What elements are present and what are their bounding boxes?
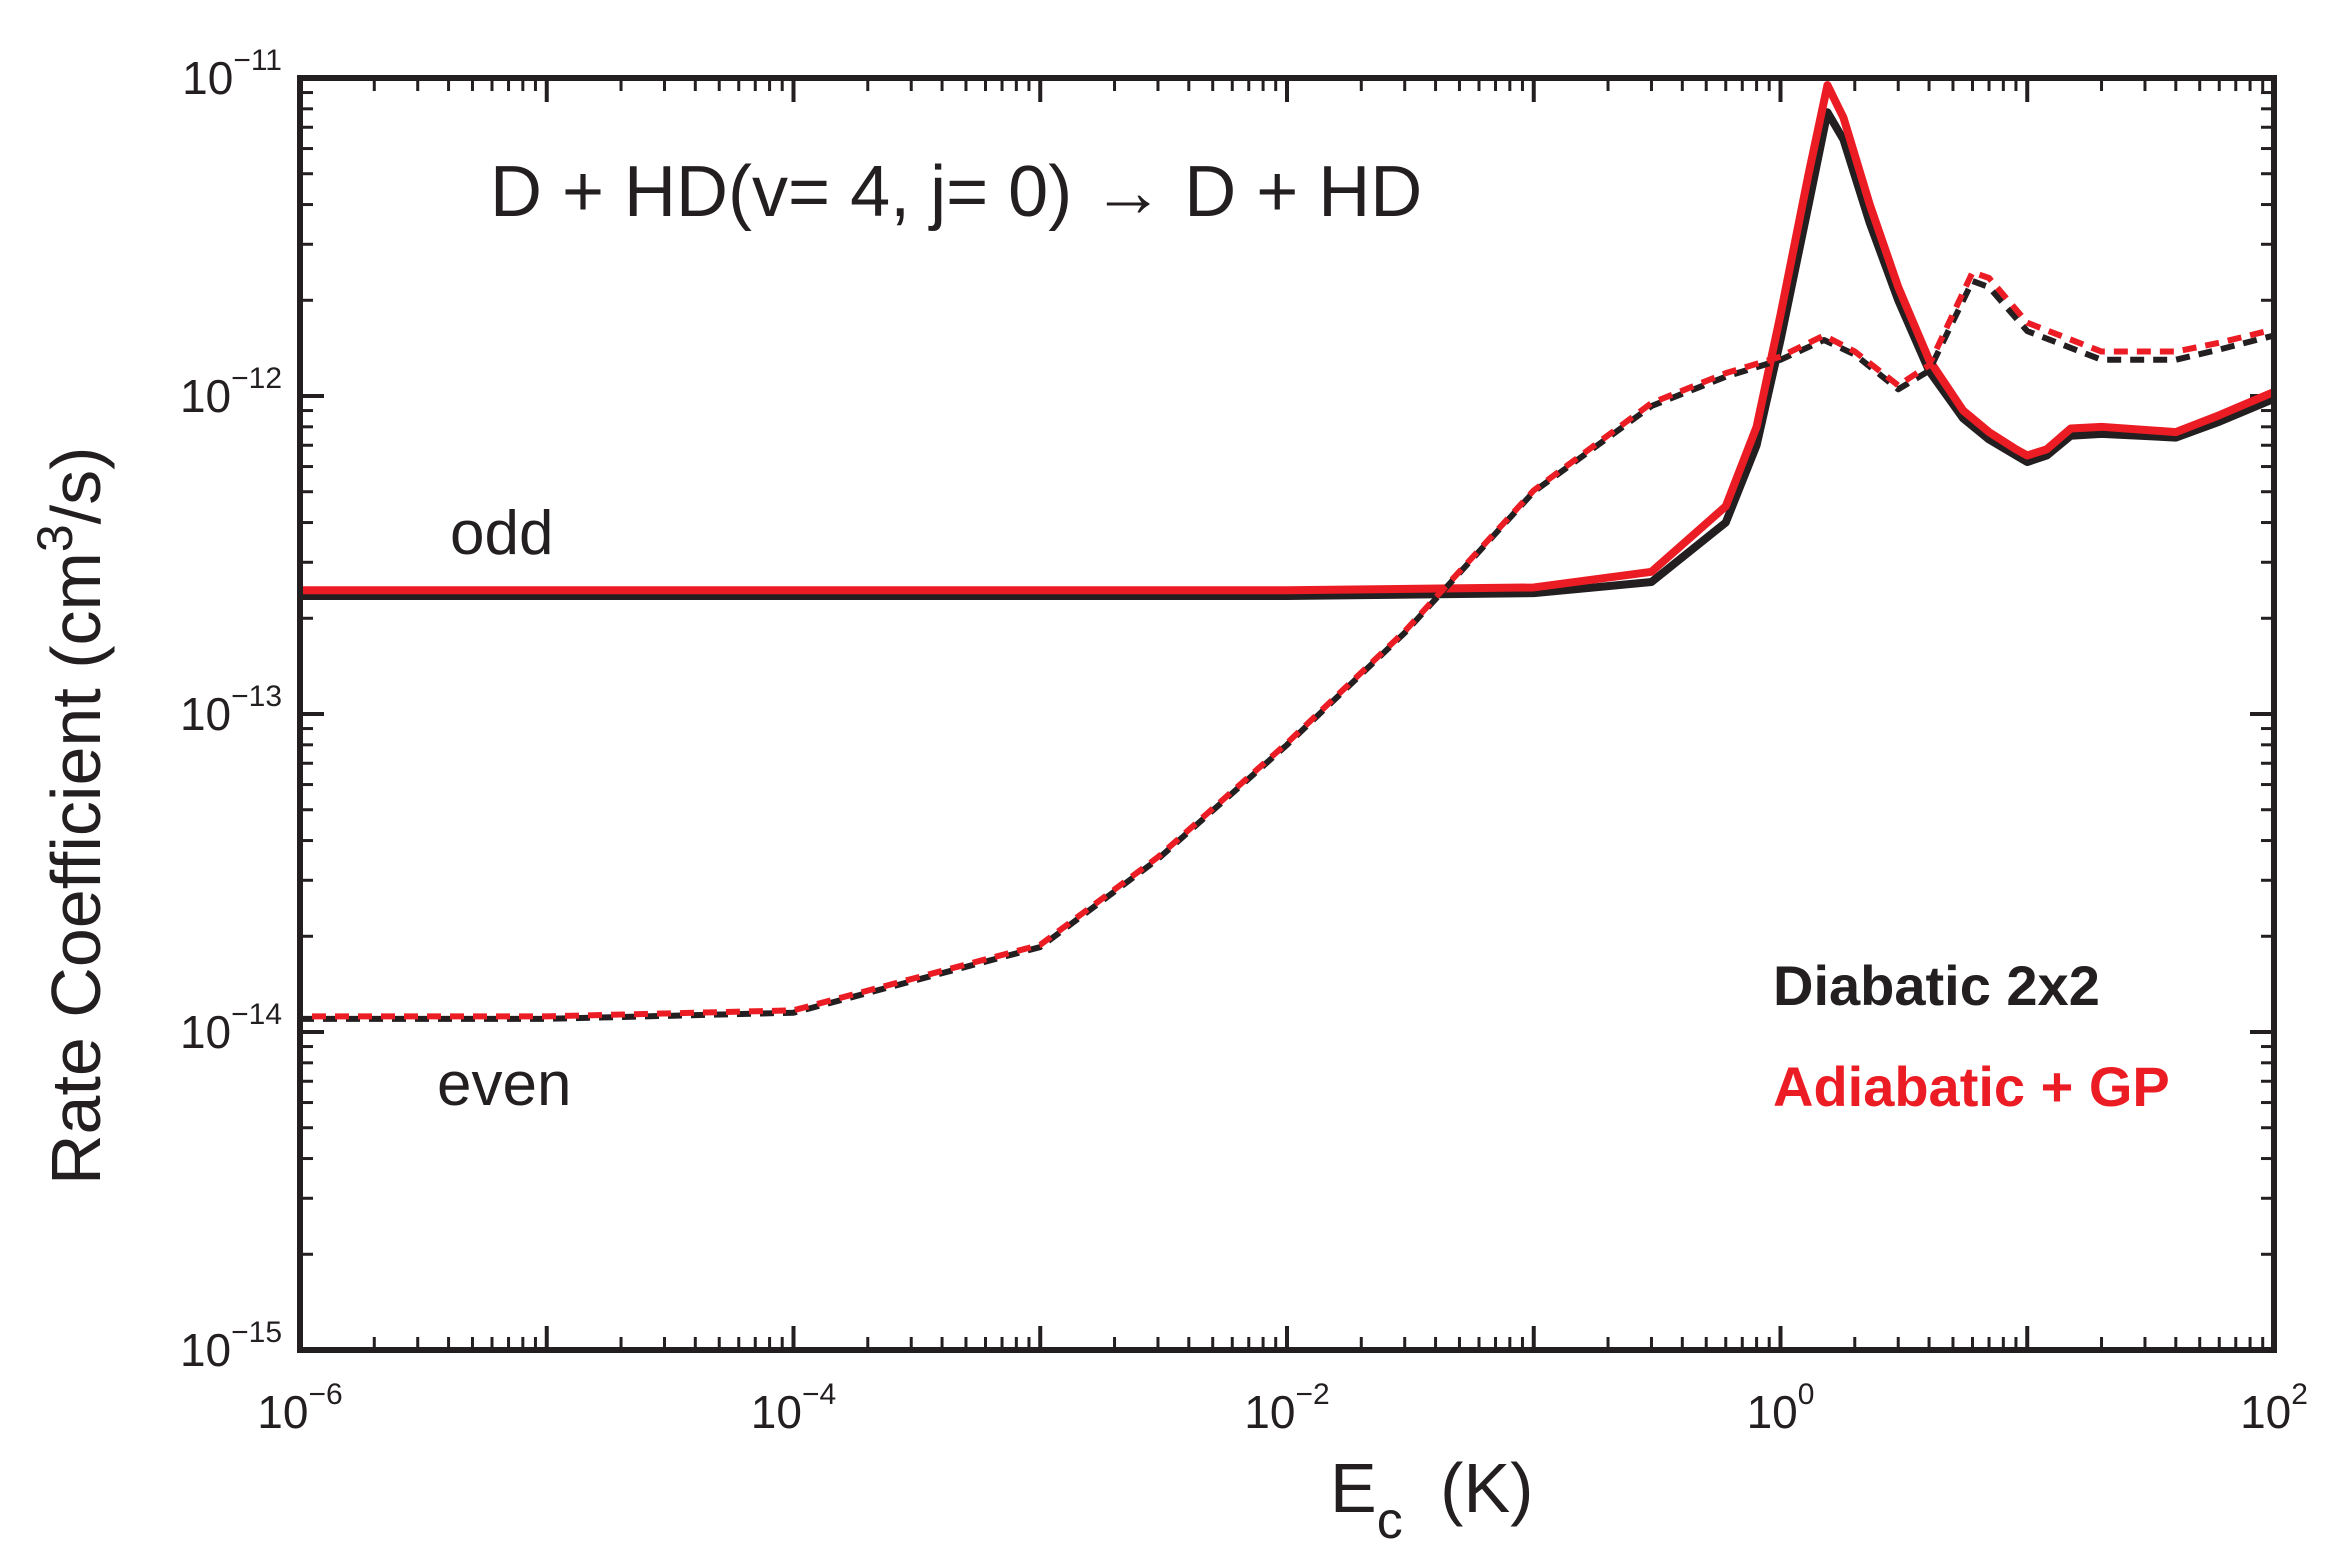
y-tick-label: 10−11 [182,44,282,104]
annotation-even: even [437,1050,571,1119]
major-ticks [298,76,2276,1352]
y-tick-labels: 10−11 10−12 10−13 10−14 10−15 [180,44,282,1376]
legend: Diabatic 2x2 Adiabatic + GP [1773,954,2170,1118]
x-tick-label: 10−6 [257,1378,342,1438]
chart-title: D + HD(v= 4, j= 0) → D + HD [490,152,1422,232]
series-line-odd-diabatic [300,108,2274,600]
y-axis-title-suffix: /s) [37,447,115,525]
x-tick-label: 10−4 [751,1378,836,1438]
series-layer [300,81,2274,1022]
x-tick-label: 102 [2240,1378,2308,1438]
minor-ticks [300,78,2274,1350]
plot-frame [297,75,2277,1353]
x-axis-title-sub: c [1377,1492,1403,1550]
legend-entry-diabatic: Diabatic 2x2 [1773,954,2100,1017]
x-axis-title: Ec (K) [1330,1449,1533,1550]
y-tick-label: 10−15 [180,1316,282,1376]
annotation-odd: odd [450,499,553,568]
series-line-even-adiabatic [300,269,2274,1020]
y-axis-title-sup: 3 [27,524,83,552]
y-tick-label: 10−12 [180,362,282,422]
series-line-odd-adiabatic [300,81,2274,595]
y-tick-label: 10−14 [180,998,282,1058]
x-tick-labels: 10−6 10−4 10−2 100 102 [257,1378,2308,1438]
series-line-even-diabatic [300,277,2274,1022]
x-axis-title-unit: (K) [1440,1449,1533,1527]
legend-entry-adiabatic: Adiabatic + GP [1773,1055,2170,1118]
x-tick-label: 10−2 [1244,1378,1329,1438]
y-axis-title: Rate Coefficient (cm3/s) [27,447,115,1185]
x-axis-title-main: E [1330,1449,1377,1527]
x-tick-label: 100 [1747,1378,1815,1438]
y-tick-label: 10−13 [180,680,282,740]
y-axis-title-prefix: Rate Coefficient (cm [37,552,115,1185]
